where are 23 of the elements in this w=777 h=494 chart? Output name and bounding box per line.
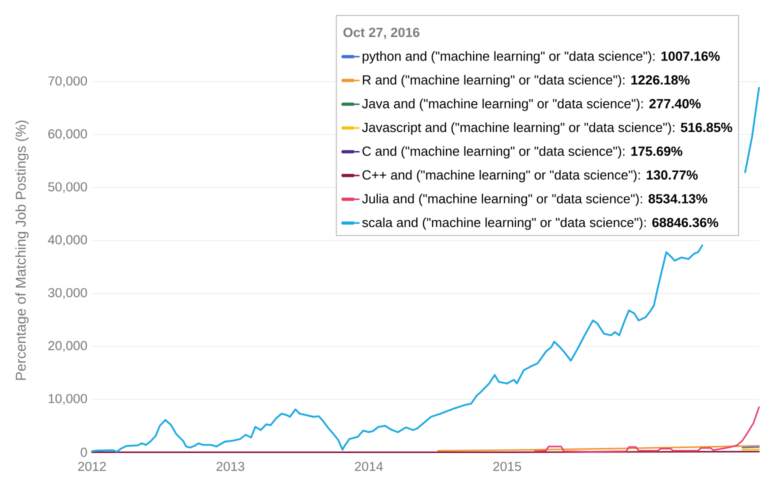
y-tick-label: 40,000 <box>48 235 87 246</box>
y-tick-label: 60,000 <box>48 129 87 140</box>
x-tick-label: 2013 <box>216 462 244 472</box>
y-tick-label: 30,000 <box>48 288 87 299</box>
x-tick-label: 2015 <box>493 462 522 472</box>
legend-label: scala and ("machine learning" or "data science"): 68846.36% <box>362 217 718 230</box>
legend-label: Julia and ("machine learning" or "data science"): 8534.13% <box>362 194 708 206</box>
y-tick-label: 10,000 <box>48 394 87 405</box>
legend-label: C and ("machine learning" or "data science"): 175.69% <box>362 146 682 159</box>
legend-label: Javascript and ("machine learning" or "data science"): 516.85% <box>362 122 732 135</box>
y-tick-label: 50,000 <box>48 182 87 193</box>
legend-label: R and ("machine learning" or "data science"): 1226.18% <box>362 74 690 88</box>
line-series <box>534 406 760 453</box>
legend-label: C++ and ("machine learning" or "data science"): 130.77% <box>362 170 698 182</box>
y-axis-title: Percentage of Matching Job Postings (%) <box>15 120 29 380</box>
y-tick-label: 70,000 <box>48 76 87 88</box>
y-tick-label: 0 <box>80 448 87 457</box>
y-tick-label: 20,000 <box>48 341 87 352</box>
legend-title: Oct 27, 2016 <box>343 28 420 39</box>
legend-label: python and ("machine learning" or "data science"): 1007.16% <box>362 51 720 64</box>
legend-label: Java and ("machine learning" or "data science"): 277.40% <box>362 98 701 111</box>
x-tick-label: 2012 <box>78 462 106 472</box>
x-tick-label: 2014 <box>354 462 383 472</box>
